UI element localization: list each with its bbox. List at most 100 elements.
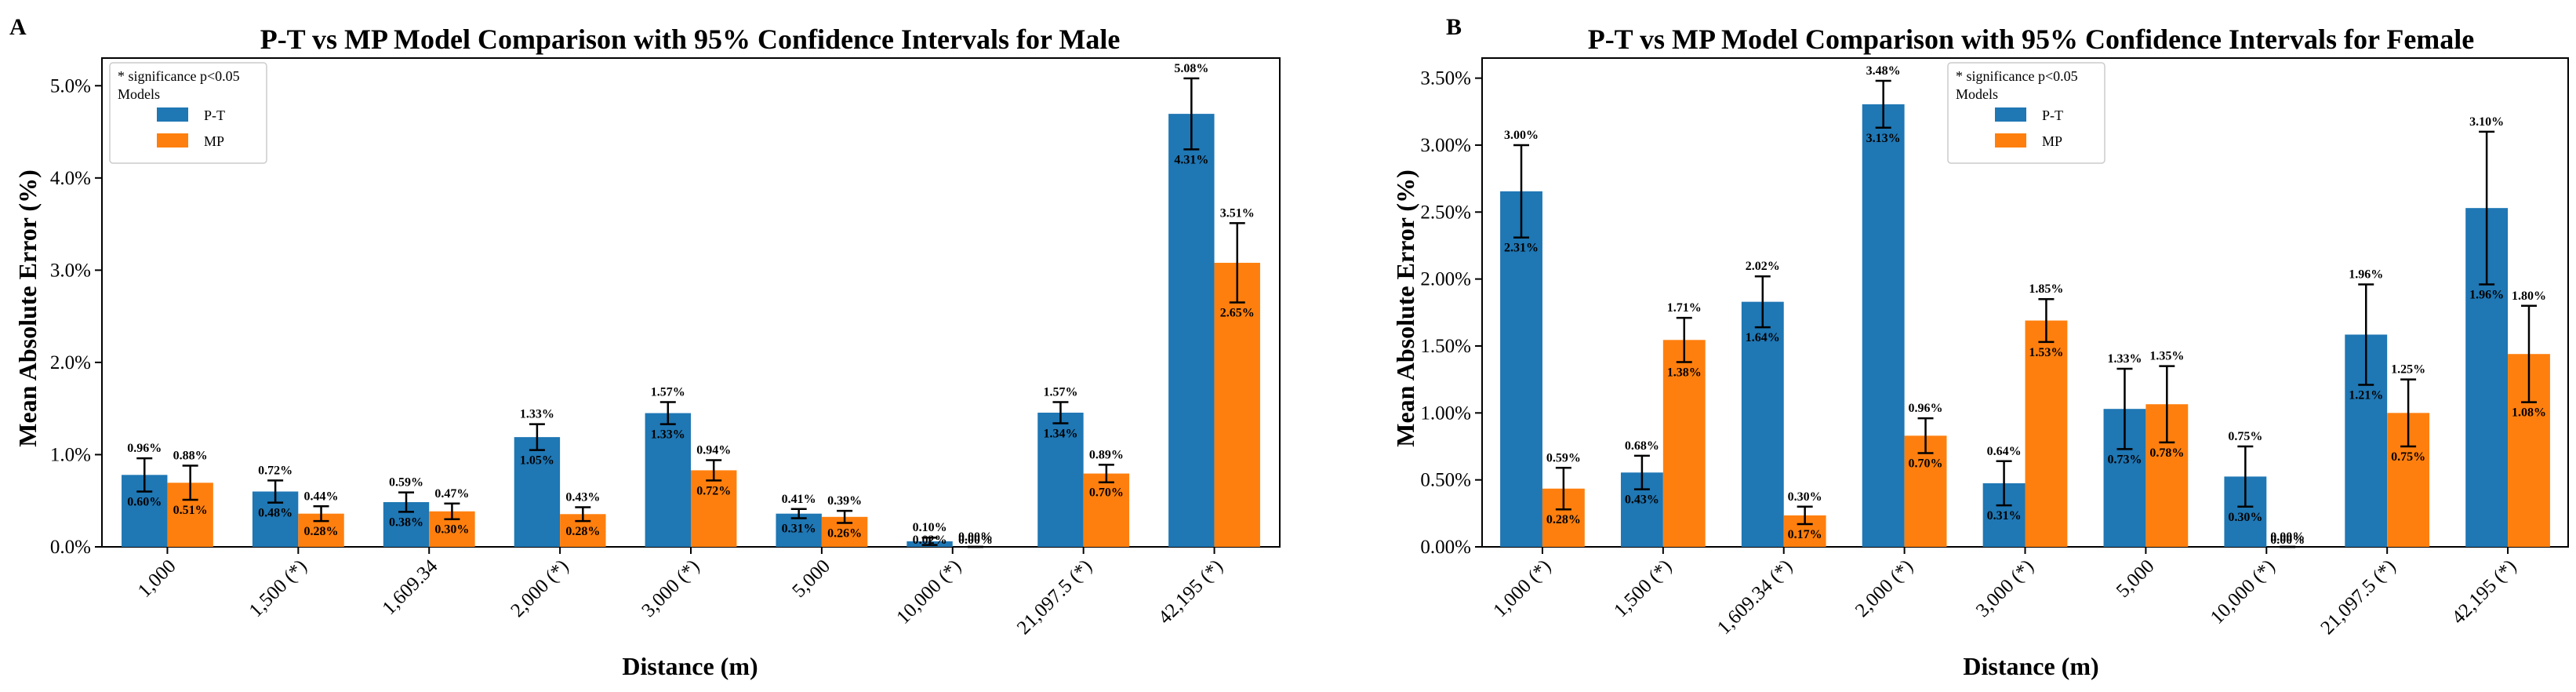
ci-high-label: 1.85% <box>2029 282 2063 296</box>
bar-pt <box>514 437 561 547</box>
bar-mp <box>1662 340 1706 547</box>
ci-low-label: 0.17% <box>1788 528 1822 541</box>
ci-low-label: 1.05% <box>520 454 554 468</box>
ci-low-label: 0.02% <box>913 534 947 547</box>
y-tick-label: 5.0% <box>50 75 91 97</box>
ci-high-label: 5.08% <box>1174 62 1208 75</box>
bar-mp <box>1214 262 1260 547</box>
ci-high-label: 0.94% <box>696 444 731 457</box>
ci-low-label: 0.72% <box>696 484 731 497</box>
y-tick-label: 0.50% <box>1420 470 1471 491</box>
chart-title: P-T vs MP Model Comparison with 95% Conf… <box>260 24 1121 55</box>
ci-low-label: 0.31% <box>1987 509 2022 523</box>
bar-pt <box>1862 104 1905 548</box>
ci-high-label: 0.96% <box>127 442 162 455</box>
ci-high-label: 0.72% <box>258 464 292 477</box>
ci-low-label: 0.28% <box>565 525 600 538</box>
ci-low-label: 0.31% <box>782 523 816 536</box>
ci-high-label: 1.80% <box>2512 290 2546 303</box>
legend: * significance p<0.05 Models P-T MP <box>1947 62 2105 164</box>
x-axis-label: Distance (m) <box>622 652 758 680</box>
ci-high-label: 1.57% <box>651 385 685 399</box>
y-tick-label: 1.0% <box>50 444 91 465</box>
ci-low-label: 4.31% <box>1174 153 1208 166</box>
legend-swatch-mp <box>157 133 188 148</box>
y-tick-label: 0.00% <box>1420 537 1471 558</box>
x-axis-label: Distance (m) <box>1963 652 2098 680</box>
legend-title: Models <box>118 86 160 102</box>
panel-label: A <box>9 14 27 40</box>
ci-high-label: 0.41% <box>782 493 816 506</box>
y-tick-label: 3.0% <box>50 260 91 281</box>
ci-high-label: 0.96% <box>1909 402 1943 415</box>
ci-low-label: 1.34% <box>1043 427 1077 440</box>
ci-high-label: 0.64% <box>1987 445 2022 458</box>
y-axis-label: Mean Absolute Error (%) <box>13 169 42 446</box>
ci-high-label: 2.02% <box>1746 260 1780 273</box>
y-axis-label: Mean Absolute Error (%) <box>1391 169 1419 446</box>
ci-low-label: 0.28% <box>304 525 339 538</box>
legend: * significance p<0.05 Models P-T MP <box>109 62 267 164</box>
ci-high-label: 0.59% <box>1546 451 1581 464</box>
legend-swatch-mp <box>1995 133 2026 148</box>
ci-low-label: 2.31% <box>1504 242 1539 255</box>
ci-high-label: 0.43% <box>565 490 600 504</box>
ci-low-label: 0.00% <box>958 534 993 547</box>
ci-high-label: 0.59% <box>389 476 423 490</box>
chart-title: P-T vs MP Model Comparison with 95% Conf… <box>1588 24 2475 55</box>
ci-high-label: 0.89% <box>1089 448 1124 461</box>
legend-note: * significance p<0.05 <box>118 68 240 84</box>
y-tick-label: 1.50% <box>1420 336 1471 357</box>
ci-low-label: 0.60% <box>127 495 162 508</box>
ci-high-label: 0.88% <box>173 450 208 463</box>
ci-low-label: 0.75% <box>2391 450 2425 464</box>
ci-high-label: 3.10% <box>2469 115 2504 129</box>
legend-label-mp: MP <box>2042 133 2062 149</box>
panel-label: B <box>1446 14 1462 40</box>
legend-note: * significance p<0.05 <box>1956 68 2078 84</box>
ci-high-label: 0.00% <box>2270 530 2305 544</box>
y-tick-label: 3.50% <box>1420 68 1471 89</box>
y-tick-label: 0.0% <box>50 537 91 558</box>
bar-pt <box>1037 412 1084 547</box>
ci-high-label: 1.25% <box>2391 363 2425 377</box>
bar-mp <box>1904 435 1947 547</box>
legend-title: Models <box>1956 86 1998 102</box>
ci-low-label: 0.78% <box>2149 446 2184 460</box>
ci-low-label: 1.96% <box>2469 288 2504 301</box>
ci-low-label: 0.73% <box>2107 453 2142 466</box>
ci-low-label: 0.48% <box>258 507 292 520</box>
bar-pt <box>1500 191 1542 547</box>
ci-low-label: 0.51% <box>173 504 208 517</box>
ci-high-label: 3.48% <box>1866 64 1901 78</box>
legend-label-pt: P-T <box>2042 107 2063 123</box>
ci-high-label: 1.35% <box>2149 350 2184 363</box>
ci-low-label: 1.21% <box>2349 388 2383 402</box>
ci-high-label: 1.96% <box>2349 268 2383 281</box>
bar-mp <box>2025 320 2068 547</box>
ci-high-label: 0.10% <box>913 521 947 534</box>
ci-high-label: 1.57% <box>1043 385 1077 399</box>
bar-pt <box>645 413 691 547</box>
legend-swatch-pt <box>1995 107 2026 122</box>
y-tick-label: 1.00% <box>1420 402 1471 424</box>
ci-low-label: 1.33% <box>651 428 685 442</box>
bar-pt <box>1741 301 1784 547</box>
ci-high-label: 3.00% <box>1504 129 1539 142</box>
legend-swatch-pt <box>157 107 188 122</box>
bar-mp <box>1083 473 1130 547</box>
ci-high-label: 0.39% <box>827 494 862 508</box>
ci-low-label: 2.65% <box>1220 307 1255 320</box>
ci-low-label: 1.38% <box>1667 366 1702 379</box>
ci-low-label: 0.38% <box>389 515 423 529</box>
ci-low-label: 1.64% <box>1746 331 1780 344</box>
ci-low-label: 0.43% <box>1625 494 1659 507</box>
ci-high-label: 1.71% <box>1667 301 1702 315</box>
bar-pt <box>1168 114 1215 548</box>
ci-low-label: 0.30% <box>434 523 469 537</box>
ci-low-label: 3.13% <box>1866 132 1901 145</box>
ci-high-label: 0.44% <box>304 490 339 503</box>
ci-high-label: 1.33% <box>2107 352 2142 366</box>
ci-low-label: 1.53% <box>2029 346 2063 359</box>
